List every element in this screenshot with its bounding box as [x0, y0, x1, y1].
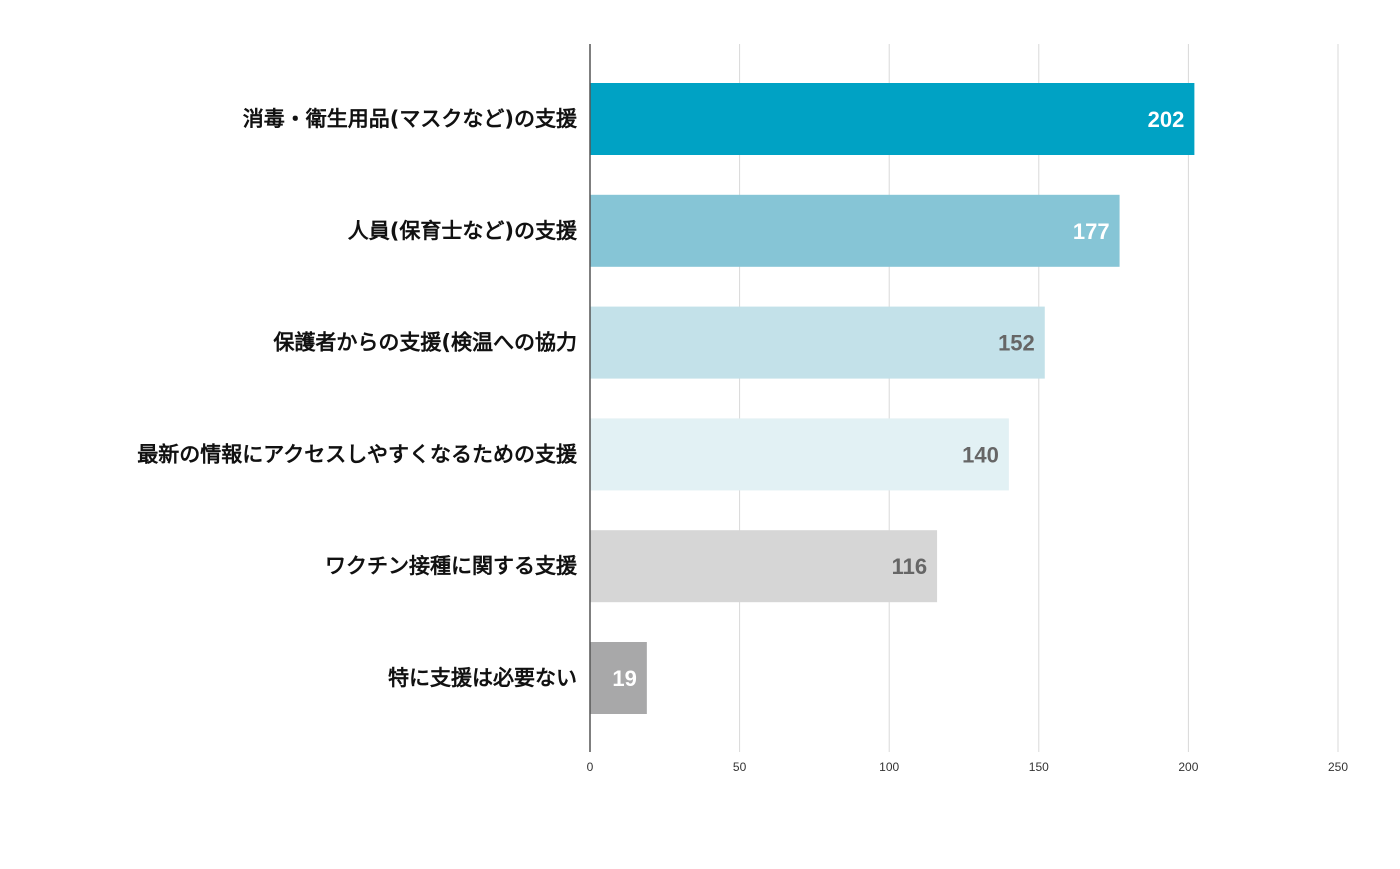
data-label: 152: [998, 331, 1035, 356]
category-label: 特に支援は必要ない: [388, 666, 577, 690]
bar: [590, 306, 1045, 379]
x-tick-label: 50: [733, 760, 747, 774]
bar: [590, 530, 938, 603]
category-label: ワクチン接種に関する支援: [325, 554, 578, 578]
x-tick-label: 100: [879, 760, 899, 774]
x-tick-label: 0: [587, 760, 594, 774]
category-label: 消毒・衛生用品(マスクなど)の支援: [243, 107, 578, 131]
x-tick-label: 150: [1029, 760, 1049, 774]
bar: [590, 194, 1120, 267]
data-label: 177: [1073, 219, 1110, 244]
x-tick-label: 200: [1178, 760, 1198, 774]
data-label: 140: [962, 442, 999, 467]
category-label: 最新の情報にアクセスしやすくなるための支援: [137, 442, 578, 466]
bar: [590, 418, 1009, 491]
bar: [590, 83, 1195, 155]
bar: [590, 642, 647, 714]
category-label: 人員(保育士など)の支援: [348, 219, 578, 243]
data-label: 116: [892, 554, 928, 579]
data-label: 202: [1148, 107, 1185, 132]
category-label: 保護者からの支援(検温への協力: [272, 331, 577, 355]
data-label: 19: [612, 666, 636, 691]
x-tick-label: 250: [1328, 760, 1348, 774]
